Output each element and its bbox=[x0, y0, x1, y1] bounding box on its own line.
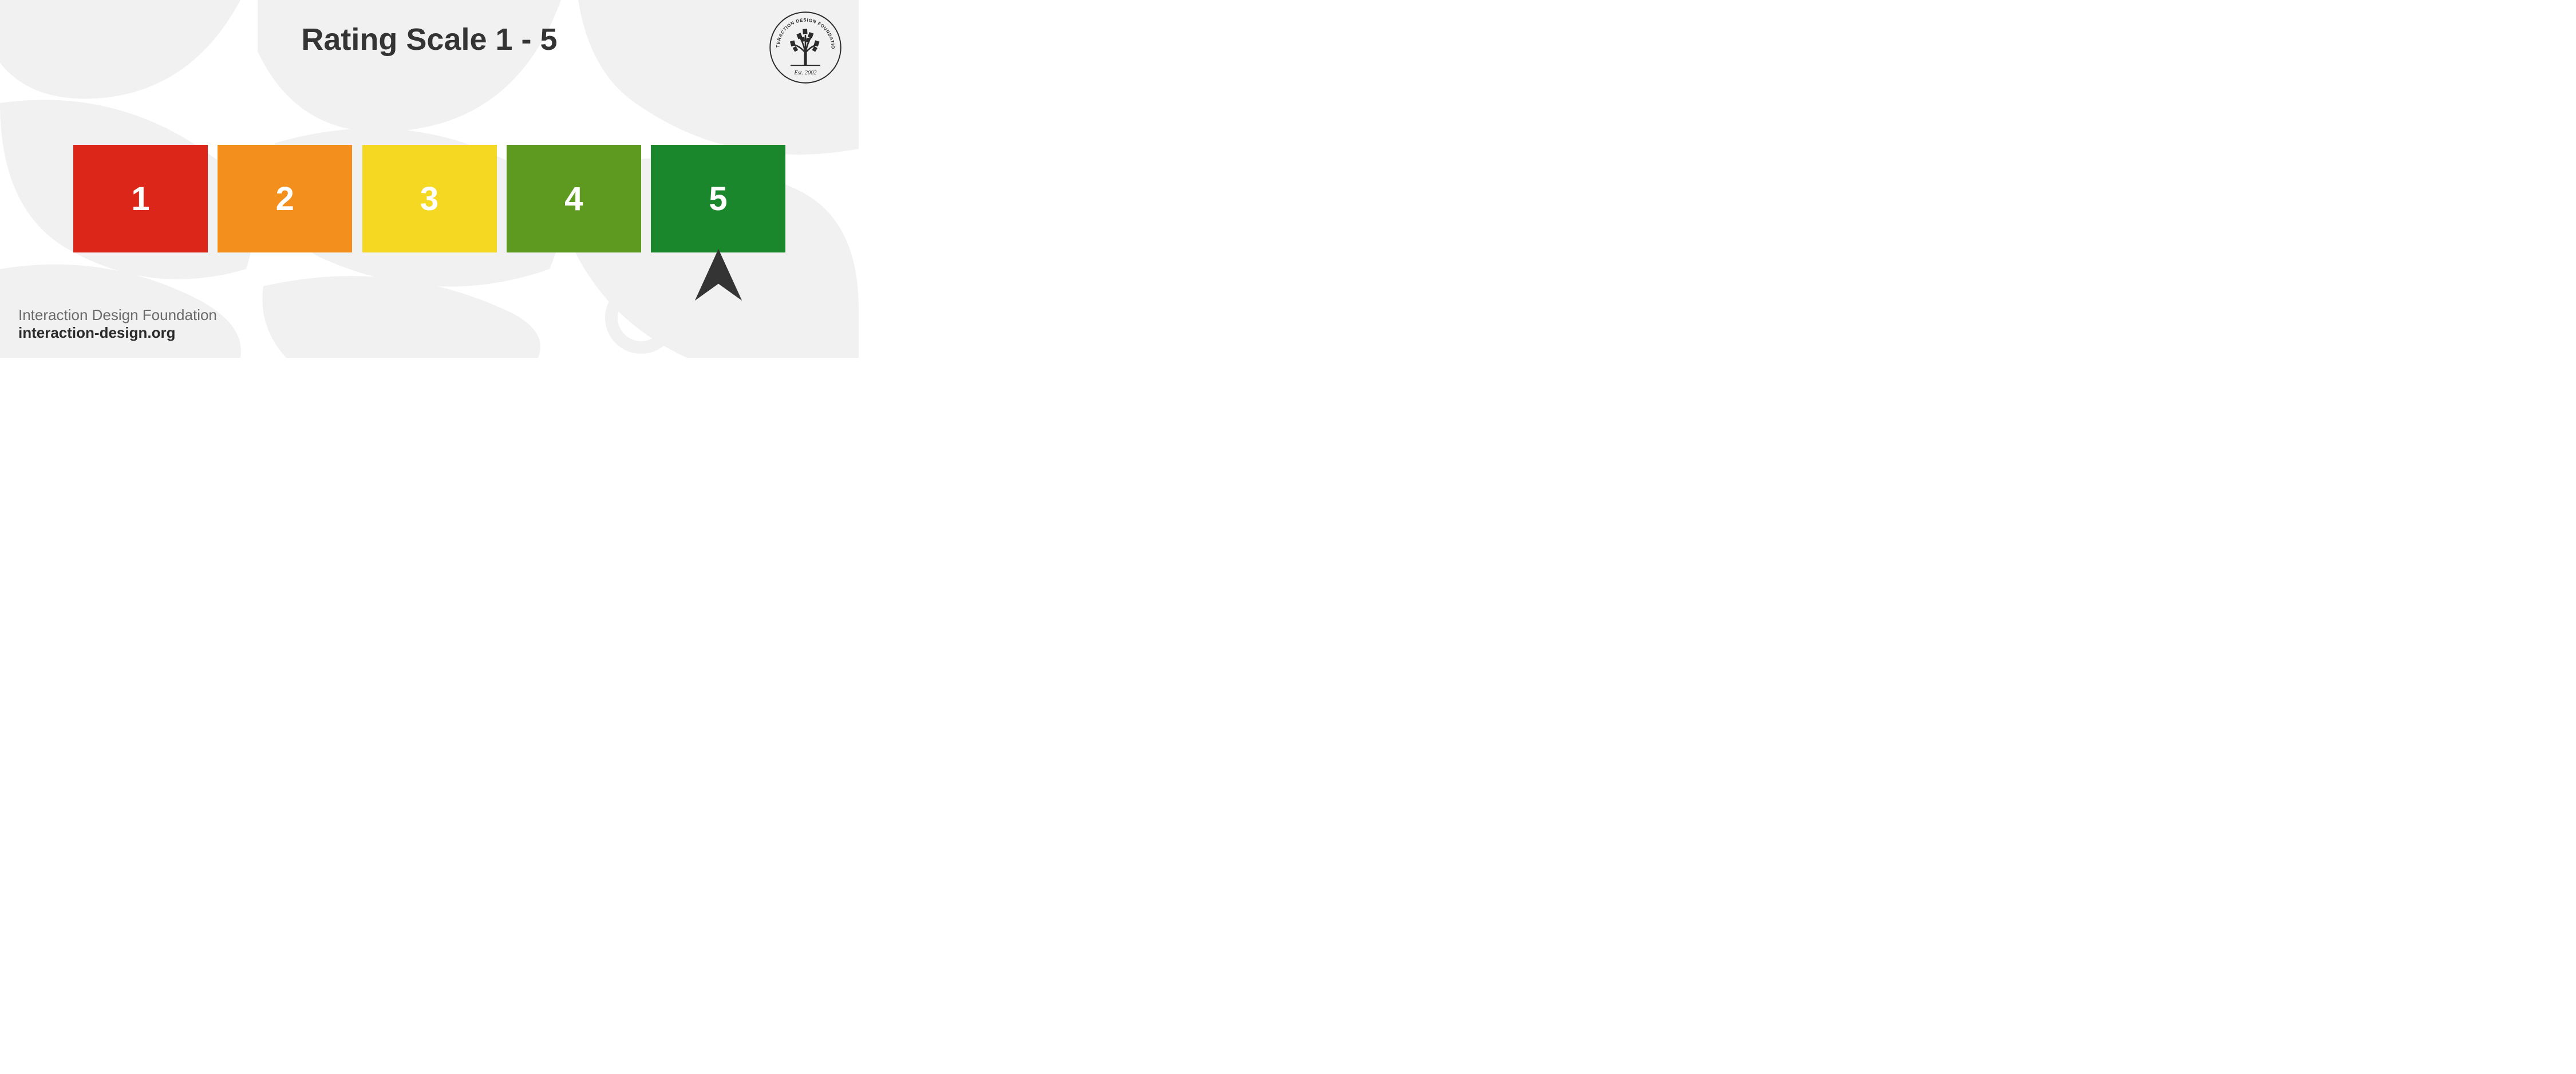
rating-label: 3 bbox=[420, 180, 438, 218]
rating-label: 2 bbox=[276, 180, 294, 218]
rating-label: 4 bbox=[564, 180, 583, 218]
infographic-canvas: Rating Scale 1 - 5 INTERACTION DESIGN FO… bbox=[0, 0, 859, 358]
rating-label: 5 bbox=[709, 180, 727, 218]
footer: Interaction Design Foundation interactio… bbox=[18, 306, 217, 342]
rating-box-4: 4 bbox=[507, 145, 641, 252]
rating-scale-row: 1 2 3 4 5 bbox=[73, 145, 785, 252]
idf-logo: INTERACTION DESIGN FOUNDATION bbox=[768, 10, 843, 85]
rating-box-5: 5 bbox=[651, 145, 785, 252]
footer-site-url: interaction-design.org bbox=[18, 324, 217, 342]
footer-org-name: Interaction Design Foundation bbox=[18, 306, 217, 324]
page-title: Rating Scale 1 - 5 bbox=[0, 22, 859, 57]
rating-label: 1 bbox=[131, 180, 149, 218]
svg-text:Est. 2002: Est. 2002 bbox=[793, 70, 816, 76]
selection-pointer-icon bbox=[690, 247, 746, 303]
rating-box-2: 2 bbox=[218, 145, 352, 252]
rating-box-1: 1 bbox=[73, 145, 208, 252]
rating-box-3: 3 bbox=[362, 145, 497, 252]
svg-text:INTERACTION DESIGN FOUNDATION: INTERACTION DESIGN FOUNDATION bbox=[768, 10, 836, 49]
